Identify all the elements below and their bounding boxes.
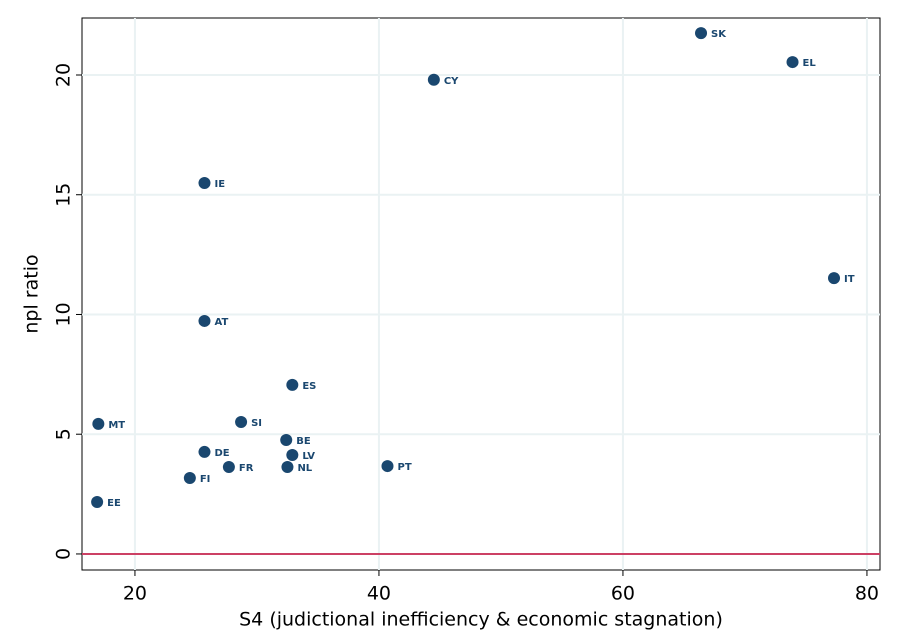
y-tick-label: 0 <box>53 548 75 560</box>
point <box>280 433 293 446</box>
point-label: SK <box>711 29 727 40</box>
point <box>286 378 299 391</box>
point-label: DE <box>214 448 229 459</box>
point-label: IT <box>844 274 855 285</box>
point <box>427 73 440 86</box>
point <box>198 177 211 190</box>
point-label: FI <box>200 474 211 485</box>
y-tick-label: 20 <box>53 63 75 87</box>
point-label: SI <box>251 418 262 429</box>
point <box>91 495 104 508</box>
y-tick-label: 15 <box>53 183 75 207</box>
point <box>828 272 841 285</box>
point-label: IE <box>214 179 225 190</box>
x-tick-label: 80 <box>855 583 879 605</box>
point-label: ES <box>302 381 316 392</box>
x-tick-label: 20 <box>123 583 147 605</box>
point <box>786 56 799 69</box>
y-tick-label: 5 <box>53 428 75 440</box>
point <box>198 445 211 458</box>
point-label: FR <box>239 463 254 474</box>
point-label: NL <box>297 463 312 474</box>
x-tick-label: 60 <box>611 583 635 605</box>
y-axis-title: npl ratio <box>21 254 43 333</box>
point <box>281 461 294 474</box>
x-tick-label: 40 <box>367 583 391 605</box>
point-label: MT <box>108 420 125 431</box>
x-axis-title: S4 (judictional inefficiency & economic … <box>239 609 723 631</box>
y-tick-label: 10 <box>53 302 75 326</box>
point <box>695 27 708 40</box>
point <box>222 461 235 474</box>
point-label: CY <box>444 76 459 87</box>
plot-area <box>81 17 881 571</box>
point <box>381 460 394 473</box>
point-label: BE <box>296 436 311 447</box>
point <box>235 416 248 429</box>
point-label: PT <box>397 462 411 473</box>
point-label: LV <box>302 451 315 462</box>
point-label: EL <box>803 58 817 69</box>
point-label: EE <box>107 498 121 509</box>
point <box>92 417 105 430</box>
point <box>286 449 299 462</box>
point-label: AT <box>214 317 228 328</box>
point <box>198 314 211 327</box>
point <box>183 472 196 485</box>
